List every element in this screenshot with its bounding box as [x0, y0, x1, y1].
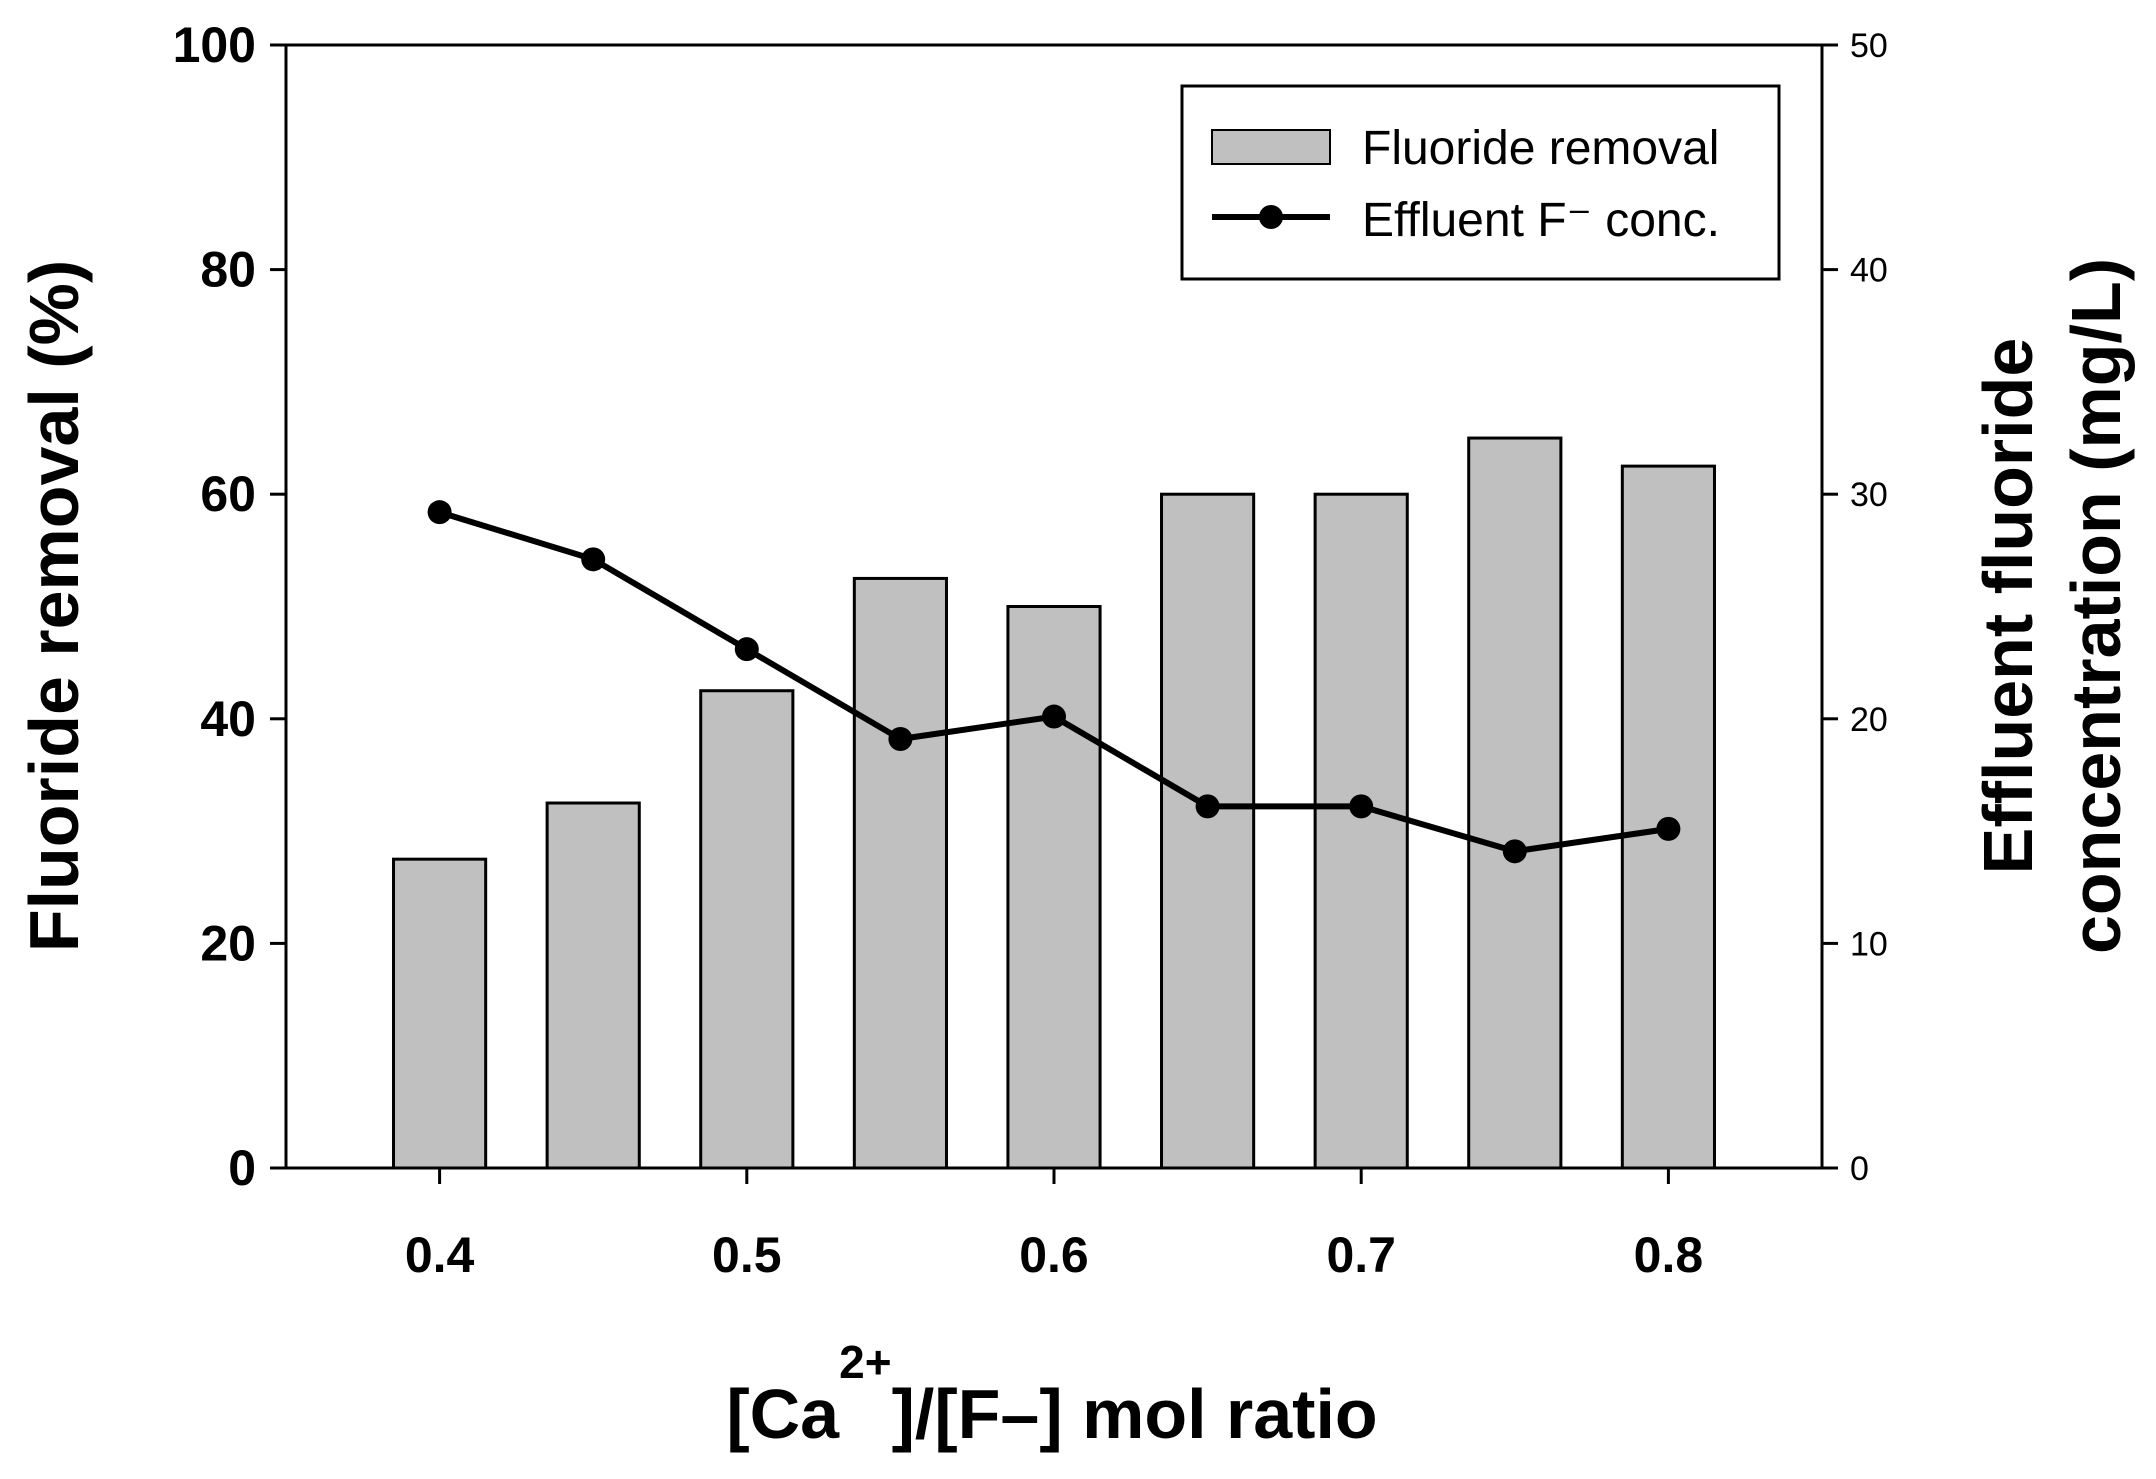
effluent-point-4	[1042, 704, 1066, 729]
x-tick-label-4: 0.8	[1634, 1227, 1704, 1283]
effluent-point-6	[1349, 794, 1374, 819]
y-left-tick-label-2: 40	[200, 691, 256, 747]
legend-swatch-bar	[1211, 129, 1331, 165]
bar-3	[852, 576, 948, 1170]
y-left-tick-label-5: 100	[173, 17, 256, 73]
bar-6	[1313, 492, 1409, 1170]
bar-7	[1467, 436, 1563, 1170]
legend-label-removal: Fluoride removal	[1362, 122, 1719, 175]
ticks-group: 0 20 40 60 80 100 0 10 20 30 40 50 0.4 0.5 0.6 0.7 0.8	[173, 17, 1888, 1283]
legend-frame	[1180, 84, 1781, 281]
legend: Fluoride removal Effluent F⁻ conc.	[1180, 84, 1781, 281]
effluent-point-5	[1195, 794, 1220, 819]
legend-label-effluent: Effluent F⁻ conc.	[1362, 194, 1720, 247]
legend-swatch-marker	[1259, 205, 1283, 229]
x-tick-label-2: 0.6	[1019, 1227, 1089, 1283]
x-tick-label-3: 0.7	[1326, 1227, 1396, 1283]
y-left-tick-label-0: 0	[228, 1140, 256, 1196]
effluent-point-1	[581, 547, 606, 572]
y-axis-title-right-line1: Effluent fluoride	[1969, 338, 2047, 875]
bar-0	[392, 857, 488, 1170]
y-right-tick-label-2: 20	[1850, 701, 1888, 739]
effluent-point-3	[888, 727, 913, 752]
effluent-point-7	[1502, 839, 1527, 864]
y-left-tick-label-4: 80	[200, 242, 256, 298]
x-axis-title: [Ca2+]/[F–] mol ratio	[726, 1336, 1377, 1453]
y-left-tick-label-1: 20	[200, 915, 256, 971]
bar-1	[545, 801, 641, 1170]
bar-2	[699, 689, 795, 1170]
effluent-point-2	[734, 637, 759, 662]
y-right-tick-label-5: 50	[1850, 27, 1888, 65]
x-axis-title-sup: 2+	[839, 1336, 891, 1388]
bar-4	[1006, 605, 1102, 1170]
y-axis-title-left: Fluoride removal (%)	[15, 260, 93, 952]
x-tick-label-0: 0.4	[405, 1227, 475, 1283]
y-left-tick-label-3: 60	[200, 466, 256, 522]
y-right-tick-label-4: 40	[1850, 252, 1888, 290]
y-right-tick-label-3: 30	[1850, 476, 1888, 514]
bar-5	[1160, 492, 1256, 1170]
y-axis-title-right-line2: concentration (mg/L)	[2057, 258, 2135, 954]
y-right-tick-label-0: 0	[1850, 1150, 1869, 1188]
effluent-point-0	[427, 500, 452, 525]
line-group	[427, 500, 1681, 864]
x-axis-title-post: ]/[F–] mol ratio	[892, 1375, 1378, 1453]
x-axis-title-pre: [Ca	[726, 1375, 840, 1453]
x-tick-label-1: 0.5	[712, 1227, 782, 1283]
y-right-tick-label-1: 10	[1850, 925, 1888, 963]
effluent-point-8	[1656, 816, 1681, 841]
